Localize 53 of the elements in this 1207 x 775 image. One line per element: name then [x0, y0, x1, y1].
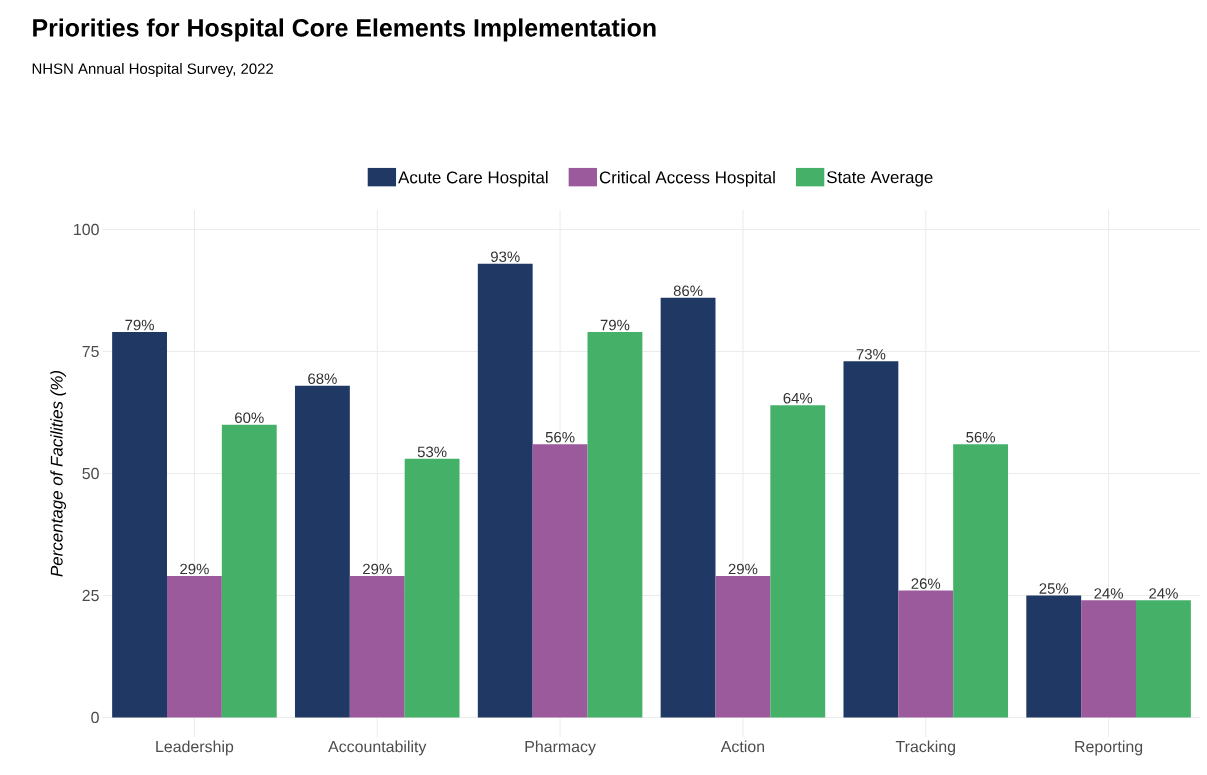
data-label: 79%: [125, 319, 154, 331]
legend-label: Acute Care Hospital: [398, 170, 548, 187]
bar: [953, 444, 1009, 718]
chart-title: Priorities for Hospital Core Elements Implementation: [33, 18, 656, 42]
bar: [166, 575, 222, 718]
bar: [349, 575, 405, 718]
bar: [477, 263, 533, 718]
bar: [660, 297, 716, 718]
data-label: 86%: [673, 285, 703, 297]
bar: [1081, 600, 1137, 718]
y-axis-title: Percentage of Facilities (%): [50, 371, 67, 577]
x-tick-label: Leadership: [156, 740, 234, 756]
bar: [1136, 600, 1191, 718]
y-tick-label: 50: [82, 467, 99, 480]
data-label: 29%: [363, 563, 392, 575]
chart-subtitle: NHSN Annual Hospital Survey, 2022: [32, 63, 273, 77]
bar: [770, 405, 826, 718]
bar: [221, 424, 277, 718]
data-label: 79%: [600, 319, 630, 331]
bar: [1026, 595, 1082, 718]
data-label: 60%: [235, 412, 264, 423]
legend-label: Critical Access Hospital: [599, 170, 775, 187]
data-label: 25%: [1039, 583, 1069, 594]
data-label: 24%: [1094, 588, 1123, 599]
bar: [843, 361, 899, 718]
data-label: 64%: [783, 392, 813, 404]
bar: [404, 458, 460, 718]
x-tick-label: Action: [720, 740, 765, 753]
data-label: 24%: [1149, 588, 1178, 599]
y-tick-label: 25: [82, 589, 99, 602]
bar: [532, 444, 588, 718]
y-tick-label: 75: [82, 345, 99, 358]
data-label: 29%: [180, 563, 209, 575]
bar: [294, 385, 350, 718]
data-label: 93%: [490, 251, 520, 262]
data-label: 29%: [728, 563, 758, 575]
x-tick-label: Tracking: [895, 740, 955, 756]
x-tick-label: Pharmacy: [525, 740, 596, 756]
data-label: 73%: [856, 348, 886, 360]
x-tick-label: Accountability: [328, 740, 427, 756]
data-label: 26%: [911, 578, 941, 589]
y-tick-label: 100: [74, 223, 99, 236]
y-tick-label: 0: [91, 711, 99, 724]
data-label: 56%: [545, 431, 575, 443]
x-tick-label: Reporting: [1075, 740, 1143, 756]
data-label: 53%: [417, 446, 447, 458]
bar: [898, 590, 954, 718]
bar: [715, 575, 771, 718]
data-label: 56%: [966, 431, 996, 443]
bar: [587, 331, 643, 718]
legend-label: State Average: [827, 171, 933, 187]
data-label: 68%: [308, 373, 337, 384]
bar: [112, 331, 167, 718]
